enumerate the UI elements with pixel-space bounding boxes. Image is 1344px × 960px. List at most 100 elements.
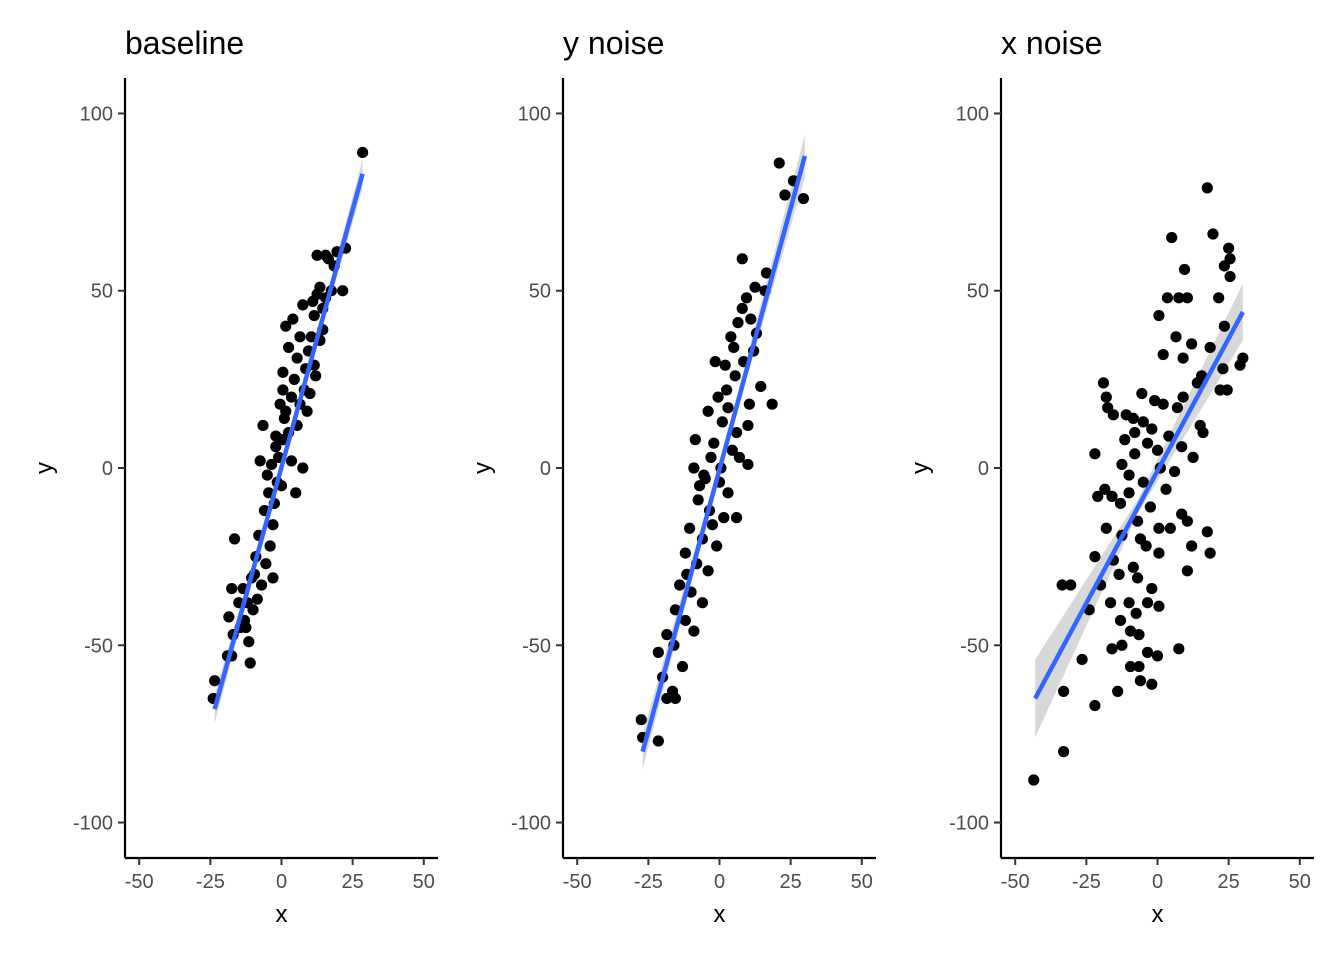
data-point bbox=[1157, 348, 1169, 361]
data-point bbox=[1153, 600, 1165, 612]
data-point bbox=[280, 320, 292, 332]
x-tick-label: 25 bbox=[342, 871, 364, 893]
data-point bbox=[722, 487, 734, 499]
x-tick-label: -50 bbox=[125, 871, 154, 893]
x-axis-title: x bbox=[1152, 901, 1164, 928]
data-point bbox=[745, 313, 757, 325]
data-point bbox=[1146, 423, 1158, 435]
x-tick-label: -25 bbox=[634, 871, 663, 893]
data-point bbox=[1056, 579, 1068, 591]
data-point bbox=[1137, 416, 1149, 428]
data-point bbox=[1127, 412, 1139, 424]
data-point bbox=[277, 384, 289, 396]
data-point bbox=[283, 341, 295, 354]
data-point bbox=[1100, 391, 1112, 403]
data-point bbox=[209, 675, 221, 687]
data-point bbox=[270, 430, 282, 442]
data-point bbox=[1137, 476, 1149, 488]
data-point bbox=[728, 341, 740, 354]
data-point bbox=[708, 437, 720, 449]
data-point bbox=[1181, 515, 1193, 527]
data-point bbox=[684, 522, 696, 534]
data-point bbox=[779, 189, 791, 201]
data-point bbox=[1217, 363, 1229, 375]
data-point bbox=[1204, 547, 1216, 559]
data-point bbox=[356, 146, 369, 159]
data-point bbox=[244, 657, 256, 669]
y-axis-title: y bbox=[907, 462, 934, 474]
data-point bbox=[766, 398, 778, 410]
x-tick-label: -50 bbox=[563, 871, 592, 893]
data-point bbox=[740, 292, 753, 304]
data-point bbox=[1213, 292, 1225, 304]
data-point bbox=[337, 285, 349, 297]
data-point bbox=[1157, 398, 1169, 410]
data-point bbox=[1141, 437, 1154, 449]
data-point bbox=[1133, 629, 1145, 641]
data-point bbox=[255, 579, 268, 591]
data-point bbox=[674, 579, 686, 591]
data-point bbox=[679, 547, 691, 559]
data-point bbox=[702, 565, 714, 577]
data-point bbox=[1151, 650, 1164, 662]
x-tick-label: -25 bbox=[196, 871, 225, 893]
data-point bbox=[1124, 625, 1137, 637]
data-point bbox=[1112, 685, 1124, 697]
data-point bbox=[1218, 260, 1230, 272]
data-point bbox=[297, 462, 309, 474]
data-point bbox=[1107, 409, 1119, 421]
data-point bbox=[725, 331, 737, 343]
data-point bbox=[1116, 458, 1128, 471]
data-point bbox=[732, 317, 744, 329]
data-point bbox=[1141, 597, 1154, 609]
data-point bbox=[1176, 441, 1188, 453]
data-point bbox=[1173, 292, 1185, 304]
data-point bbox=[1146, 678, 1158, 690]
x-tick-label: 0 bbox=[1152, 871, 1163, 893]
data-point bbox=[257, 419, 269, 432]
y-tick-label: 0 bbox=[540, 458, 551, 480]
data-point bbox=[1186, 540, 1198, 552]
data-point bbox=[1166, 231, 1178, 244]
data-point bbox=[1123, 469, 1135, 481]
data-point bbox=[688, 462, 700, 474]
data-point bbox=[1177, 352, 1189, 364]
data-point bbox=[1187, 451, 1199, 463]
data-point bbox=[270, 441, 282, 453]
data-point bbox=[1113, 568, 1125, 580]
x-tick-label: 0 bbox=[714, 871, 725, 893]
data-point bbox=[1160, 483, 1172, 495]
y-tick-label: -50 bbox=[522, 635, 551, 657]
data-point bbox=[1106, 643, 1118, 655]
data-point bbox=[1146, 582, 1158, 595]
data-point bbox=[267, 519, 279, 531]
y-tick-label: 100 bbox=[80, 103, 113, 125]
data-point bbox=[1129, 426, 1141, 439]
data-point bbox=[1106, 490, 1118, 502]
data-point bbox=[1124, 660, 1137, 673]
data-point bbox=[311, 249, 323, 261]
data-point bbox=[730, 512, 743, 524]
data-point bbox=[291, 352, 303, 364]
data-point bbox=[1223, 242, 1235, 254]
data-point bbox=[733, 451, 746, 463]
data-point bbox=[226, 582, 238, 595]
data-point bbox=[1144, 501, 1156, 513]
data-point bbox=[797, 192, 810, 205]
data-point bbox=[260, 558, 272, 570]
data-point bbox=[652, 646, 664, 658]
data-point bbox=[320, 249, 332, 261]
data-point bbox=[726, 444, 738, 456]
data-point bbox=[1058, 746, 1070, 758]
data-point bbox=[743, 398, 755, 410]
x-tick-label: 25 bbox=[1218, 871, 1240, 893]
data-point bbox=[1097, 377, 1110, 389]
data-point bbox=[1129, 448, 1141, 460]
x-axis-title: x bbox=[714, 901, 726, 928]
data-point bbox=[277, 366, 289, 378]
data-point bbox=[1123, 597, 1135, 609]
data-point bbox=[689, 434, 701, 446]
x-axis-title: x bbox=[276, 901, 288, 928]
data-point bbox=[1149, 395, 1161, 407]
